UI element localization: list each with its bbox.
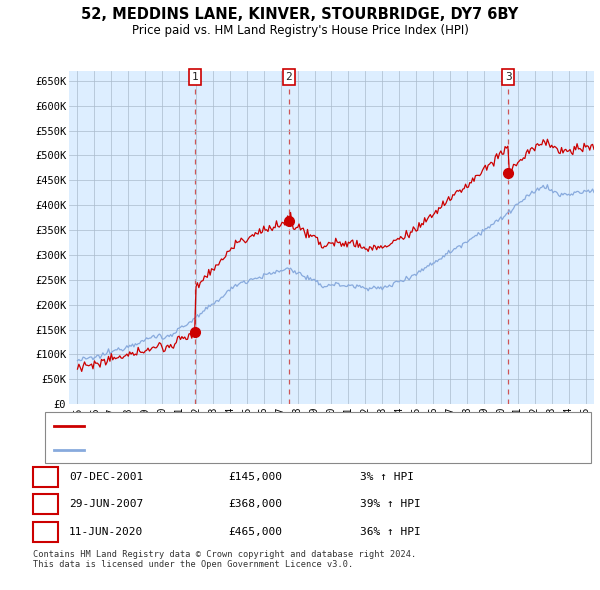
Text: 39% ↑ HPI: 39% ↑ HPI (360, 500, 421, 509)
Text: 3% ↑ HPI: 3% ↑ HPI (360, 472, 414, 481)
Text: £465,000: £465,000 (228, 527, 282, 537)
Text: 1: 1 (42, 470, 49, 483)
Text: 36% ↑ HPI: 36% ↑ HPI (360, 527, 421, 537)
Text: HPI: Average price, detached house, South Staffordshire: HPI: Average price, detached house, Sout… (90, 445, 434, 455)
Text: 1: 1 (191, 72, 198, 82)
Text: 52, MEDDINS LANE, KINVER, STOURBRIDGE, DY7 6BY: 52, MEDDINS LANE, KINVER, STOURBRIDGE, D… (82, 7, 518, 22)
Text: 2: 2 (42, 498, 49, 511)
Text: 3: 3 (505, 72, 512, 82)
Text: 3: 3 (42, 526, 49, 539)
Text: 52, MEDDINS LANE, KINVER, STOURBRIDGE, DY7 6BY (detached house): 52, MEDDINS LANE, KINVER, STOURBRIDGE, D… (90, 421, 484, 431)
Text: This data is licensed under the Open Government Licence v3.0.: This data is licensed under the Open Gov… (33, 560, 353, 569)
Text: 29-JUN-2007: 29-JUN-2007 (69, 500, 143, 509)
Text: Price paid vs. HM Land Registry's House Price Index (HPI): Price paid vs. HM Land Registry's House … (131, 24, 469, 37)
Text: 2: 2 (286, 72, 292, 82)
Text: Contains HM Land Registry data © Crown copyright and database right 2024.: Contains HM Land Registry data © Crown c… (33, 550, 416, 559)
Text: 07-DEC-2001: 07-DEC-2001 (69, 472, 143, 481)
Text: 11-JUN-2020: 11-JUN-2020 (69, 527, 143, 537)
Text: £145,000: £145,000 (228, 472, 282, 481)
Text: £368,000: £368,000 (228, 500, 282, 509)
